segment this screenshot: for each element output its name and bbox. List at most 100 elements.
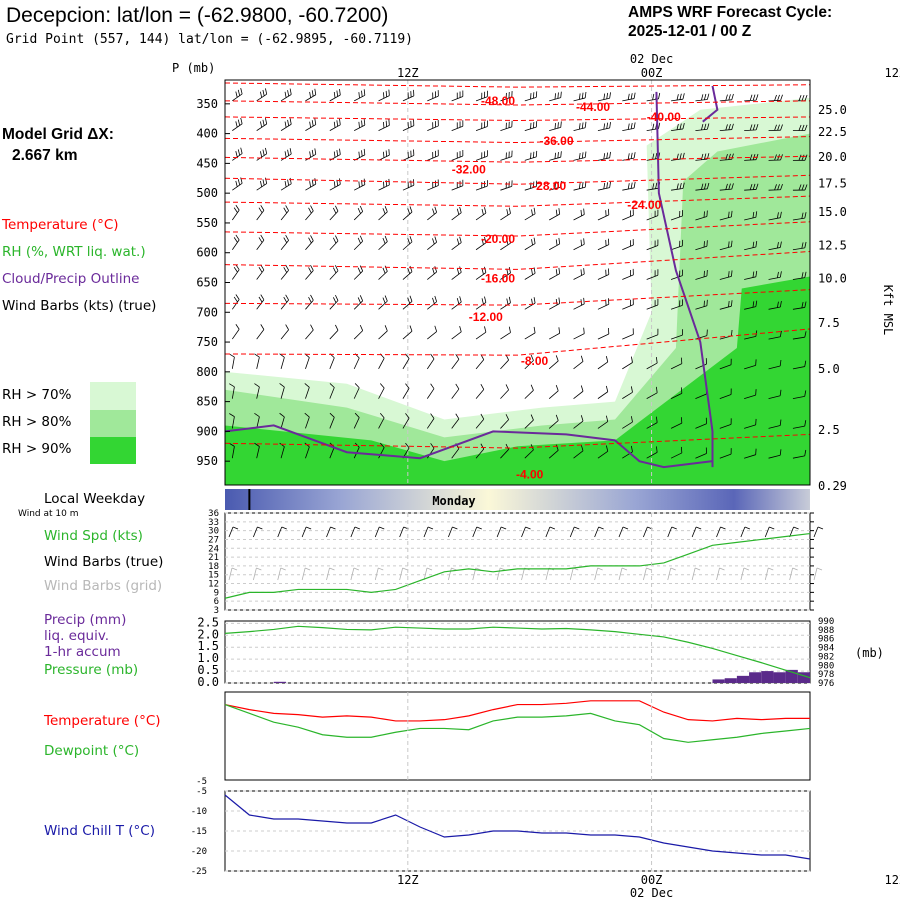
wind-barb-flag <box>583 297 585 304</box>
wind-barb-shaft <box>548 450 559 459</box>
wind-barb-flag <box>382 297 386 304</box>
surface-barb-grid <box>521 567 525 581</box>
wind-barb-flag <box>578 182 581 189</box>
temperature-contour-label: -40.00 <box>647 110 681 124</box>
wind-barb-shaft <box>427 241 437 251</box>
wind-tick-label: 30 <box>208 527 219 537</box>
wind-barb-flag <box>804 301 807 308</box>
wind-barb-flag <box>285 264 289 271</box>
wind-barb-flag <box>580 444 584 451</box>
wind-barb-flag <box>578 152 581 160</box>
surface-barb-grid <box>496 567 501 581</box>
wind-barb-flag <box>382 237 386 244</box>
wind-barb <box>378 119 390 131</box>
wind-barb-flag <box>578 123 581 130</box>
wind-panel-frame <box>224 512 811 611</box>
wind-barb-flag <box>359 235 364 242</box>
surface-barb-true-flag <box>744 526 751 530</box>
wind-barb-shaft <box>548 360 559 370</box>
wind-barb-shaft <box>402 211 413 221</box>
wind-barb-shaft <box>695 216 708 221</box>
temperature-contour <box>225 155 810 163</box>
wind-barb-flag <box>262 89 265 96</box>
rh-region-90 <box>225 276 810 485</box>
wind-barb <box>305 118 317 131</box>
wind-barb-flag <box>311 179 314 186</box>
wind-barb-flag <box>329 383 335 388</box>
wind-barb-flag <box>363 148 366 155</box>
wind-barb <box>427 295 438 310</box>
wind-barb-shaft <box>524 186 537 191</box>
wind-barb-flag <box>237 149 241 156</box>
wind-barb-shaft <box>354 124 366 131</box>
wind-barb-shaft <box>451 212 462 221</box>
wind-barb-flag <box>384 295 388 302</box>
wind-barb <box>768 389 782 400</box>
wind-barb-flag <box>798 184 802 191</box>
wind-barb <box>548 384 559 399</box>
wind-barb <box>768 359 782 370</box>
wind-barb-flag <box>304 412 310 418</box>
wind-barb-flag <box>285 294 289 301</box>
wind-barb-flag <box>655 182 658 189</box>
wind-chill-tick-label: -10 <box>191 807 207 817</box>
wind-barb-flag <box>235 151 238 158</box>
wind-barb-flag <box>384 206 388 212</box>
wind-barb-flag <box>752 94 756 101</box>
wind-barb-shaft <box>402 241 413 251</box>
wind-barb-flag <box>333 181 336 188</box>
wind-barb <box>524 354 534 370</box>
wind-barb <box>573 91 587 102</box>
wind-barb-flag <box>260 91 263 98</box>
wind-barb <box>280 118 292 131</box>
wind-barb <box>475 180 488 191</box>
wind-barb <box>524 326 536 340</box>
wind-barb-shaft <box>792 455 805 459</box>
wind-barb-flag <box>583 327 585 334</box>
wind-barb-flag <box>804 331 807 338</box>
wind-barb-flag <box>701 183 704 190</box>
wind-barb-shaft <box>744 424 756 429</box>
surface-barb-grid <box>594 567 599 581</box>
surface-barb-grid-flag <box>499 567 506 571</box>
precip-bar <box>749 672 762 683</box>
wind-barb-flag <box>484 326 487 333</box>
surface-barb-true-flag <box>769 526 775 530</box>
wind-barb-shaft <box>231 446 235 459</box>
wind-barb-flag <box>405 383 410 389</box>
wind-barb-shaft <box>305 416 310 429</box>
wind-barb <box>646 357 658 370</box>
wind-barb <box>378 235 388 251</box>
wind-tick-label: 9 <box>214 588 219 598</box>
wind-barb-flag <box>627 123 630 130</box>
wind-barb-flag <box>584 151 587 158</box>
wind-barb-flag <box>308 267 312 273</box>
surface-barb-true-flag <box>257 526 263 530</box>
wind-barb <box>792 271 807 280</box>
wind-barb <box>427 206 438 221</box>
wind-barb <box>792 212 807 221</box>
wind-barb-flag <box>287 119 290 126</box>
wind-barb-flag <box>332 297 337 303</box>
wind-barb-flag <box>310 324 314 331</box>
surface-barb-true <box>740 526 746 538</box>
wind-barb <box>622 328 634 340</box>
wind-barb-flag <box>780 124 783 131</box>
wind-barb-flag <box>405 353 410 359</box>
wind-barb-flag <box>235 234 240 241</box>
precip-tick-label: 1.0 <box>197 651 219 665</box>
temperature-contour <box>225 100 810 106</box>
wind-barb-flag <box>409 236 413 243</box>
wind-barb-flag <box>358 181 360 188</box>
wind-barb-shaft <box>378 387 385 399</box>
wind-barb-shaft <box>744 216 756 221</box>
precip-panel-frame <box>224 620 811 684</box>
wind-barb-shaft <box>305 357 310 369</box>
wind-barb-shaft <box>744 394 756 400</box>
wind-barb-shaft <box>451 155 463 161</box>
wind-barb <box>792 449 807 459</box>
temperature-contour <box>225 174 810 185</box>
wind-barb-flag <box>752 271 755 278</box>
wind-barb <box>622 239 634 251</box>
wind-barb-shaft <box>622 274 634 280</box>
